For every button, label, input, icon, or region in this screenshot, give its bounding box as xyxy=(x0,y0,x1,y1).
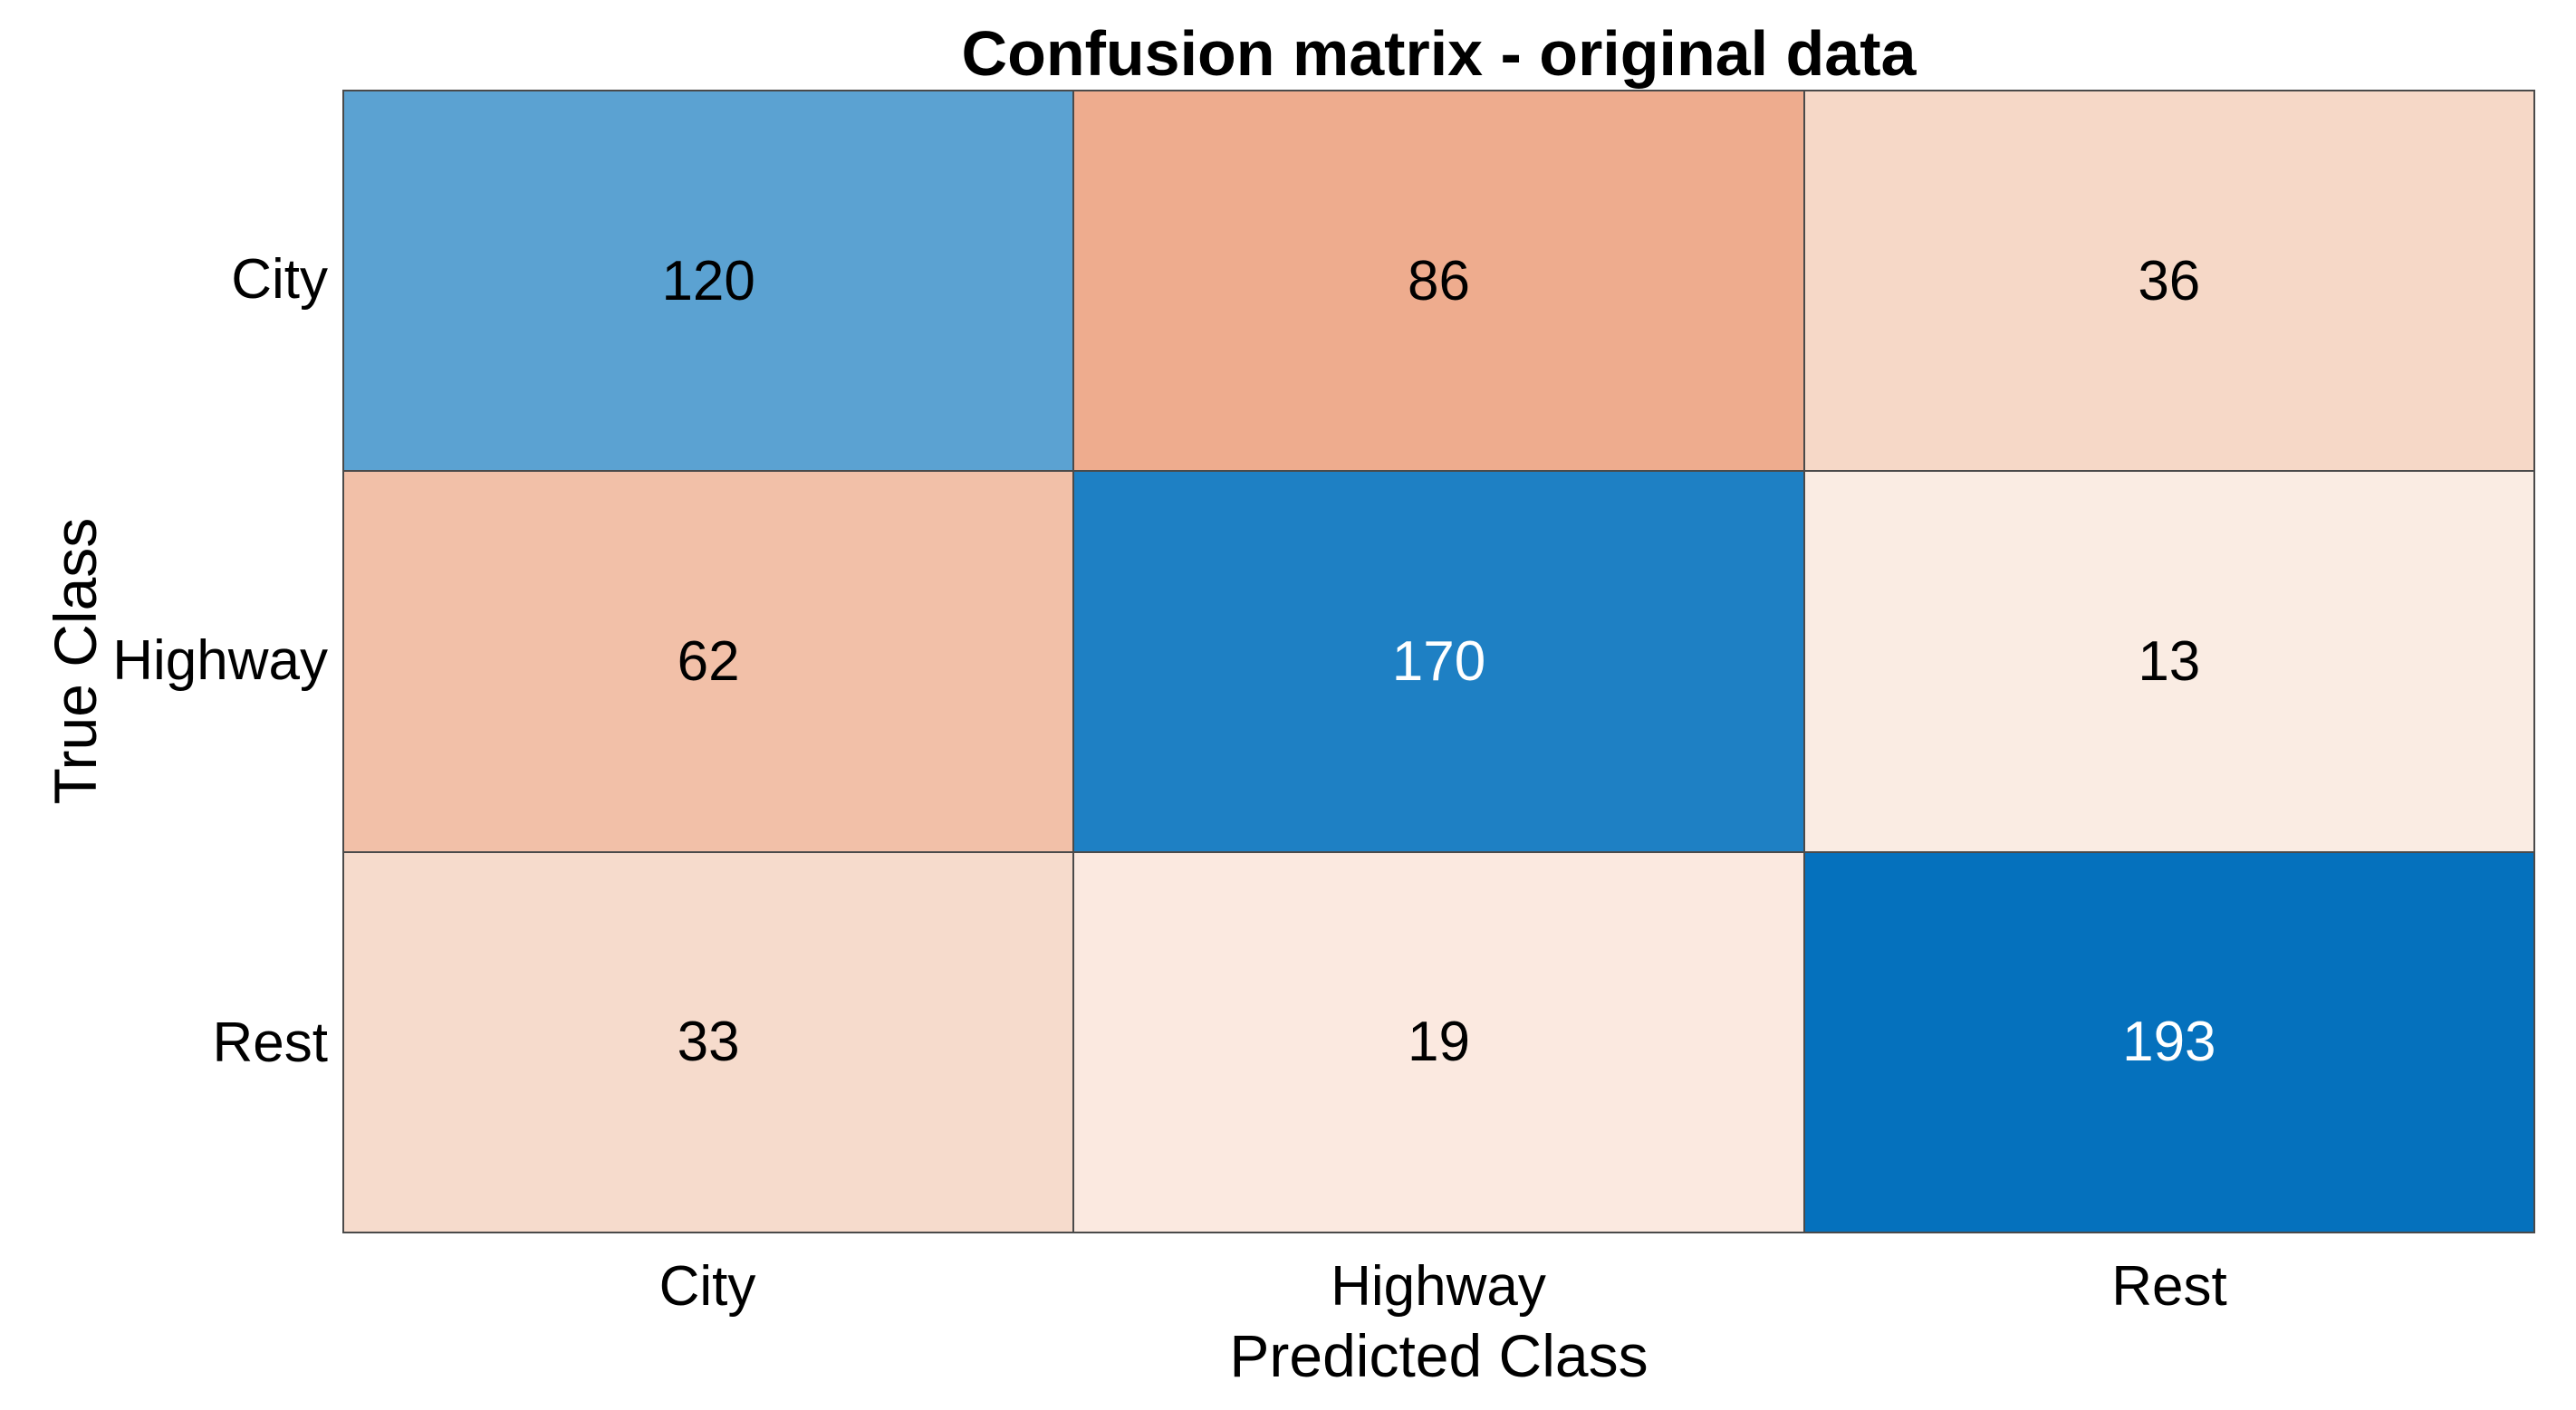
confusion-matrix-grid: 120 86 36 62 170 13 33 19 193 xyxy=(342,90,2535,1233)
matrix-cell: 170 xyxy=(1074,472,1803,851)
y-tick-rest: Rest xyxy=(212,1012,328,1074)
x-tick-rest: Rest xyxy=(2111,1255,2227,1318)
matrix-cell: 19 xyxy=(1074,852,1803,1232)
matrix-cell: 13 xyxy=(1804,472,2533,851)
x-tick-highway: Highway xyxy=(1331,1255,1546,1318)
matrix-cell: 86 xyxy=(1074,91,1803,471)
x-axis-label: Predicted Class xyxy=(1229,1322,1648,1389)
y-tick-highway: Highway xyxy=(112,629,328,692)
matrix-cell: 36 xyxy=(1804,91,2533,471)
matrix-cell: 33 xyxy=(344,852,1073,1232)
matrix-cell: 62 xyxy=(344,472,1073,851)
chart-title: Confusion matrix - original data xyxy=(961,18,1917,89)
matrix-cell: 120 xyxy=(344,91,1073,471)
matrix-cell: 193 xyxy=(1804,852,2533,1232)
x-tick-city: City xyxy=(658,1255,756,1318)
y-tick-city: City xyxy=(231,248,328,311)
